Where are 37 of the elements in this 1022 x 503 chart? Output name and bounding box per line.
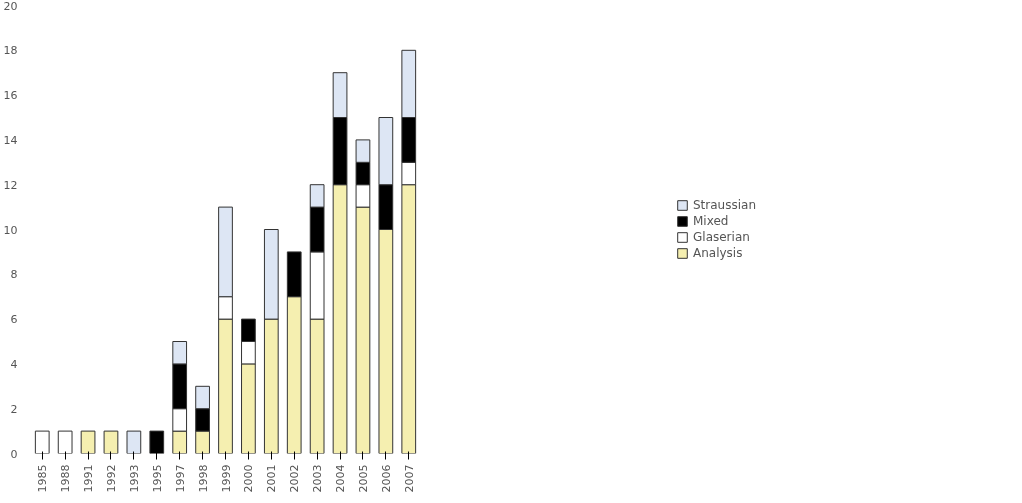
x-tick-label: 2004 bbox=[334, 464, 348, 493]
x-tick-label: 1985 bbox=[36, 464, 50, 493]
legend-label: Straussian bbox=[692, 198, 757, 212]
y-tick-label: 10 bbox=[3, 223, 18, 237]
x-tick-label: 2005 bbox=[356, 464, 370, 493]
y-tick-label: 20 bbox=[3, 0, 18, 13]
y-tick-label: 18 bbox=[3, 44, 18, 58]
legend-label: Glaserian bbox=[692, 230, 750, 244]
y-tick-label: 0 bbox=[10, 447, 18, 461]
x-tick-label: 1998 bbox=[196, 464, 210, 493]
x-tick-label: 1988 bbox=[59, 464, 73, 493]
x-tick-label: 1995 bbox=[150, 464, 164, 493]
x-tick-label: 1992 bbox=[104, 464, 118, 493]
y-tick-label: 2 bbox=[10, 402, 18, 416]
y-tick-label: 14 bbox=[3, 133, 18, 147]
legend-label: Mixed bbox=[692, 214, 729, 228]
x-tick-label: 2003 bbox=[311, 464, 325, 493]
legend-label: Analysis bbox=[692, 246, 743, 260]
x-tick-label: 2006 bbox=[379, 464, 393, 493]
y-tick-label: 6 bbox=[10, 313, 18, 327]
x-tick-label: 2000 bbox=[242, 464, 256, 493]
x-tick-label: 2001 bbox=[265, 464, 279, 493]
bar bbox=[80, 430, 96, 454]
bar bbox=[34, 430, 50, 454]
y-tick-label: 4 bbox=[10, 357, 18, 371]
bar bbox=[57, 430, 73, 454]
x-tick-label: 1991 bbox=[82, 464, 96, 493]
x-tick-label: 1997 bbox=[173, 464, 187, 493]
bar bbox=[126, 430, 142, 454]
x-tick-label: 1993 bbox=[127, 464, 141, 493]
x-tick-label: 1999 bbox=[219, 464, 233, 493]
y-tick-label: 8 bbox=[10, 268, 18, 282]
y-tick-label: 16 bbox=[3, 89, 18, 103]
bar bbox=[103, 430, 119, 454]
x-tick-label: 2007 bbox=[402, 464, 416, 493]
x-tick-label: 2002 bbox=[288, 464, 302, 493]
y-tick-label: 12 bbox=[3, 178, 18, 192]
